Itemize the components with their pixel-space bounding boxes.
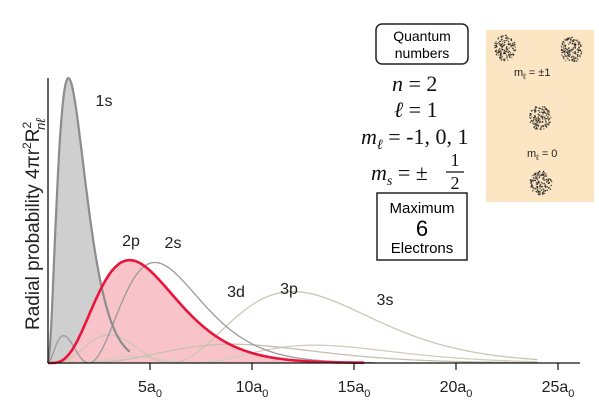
plot-area: 5a0 10a0 15a0 20a0 25a0 1s 2s 2p 3s 3p 3d — [46, 76, 580, 400]
curve-3s — [47, 344, 538, 364]
y-axis-label: Radial probability 4πr2R2nℓ — [20, 118, 48, 330]
x-tick-label-20: 20a0 — [440, 379, 473, 400]
quantum-numbers-line2: numbers — [395, 45, 449, 61]
curve-2s — [47, 261, 375, 364]
curve-2p — [47, 258, 365, 365]
area-2p — [48, 260, 365, 363]
curve-3p — [48, 290, 538, 364]
p-orbital-panel: mℓ = ±1 mℓ = 0 — [486, 30, 594, 202]
quantum-numbers-line1: Quantum — [393, 28, 451, 44]
eq-ms-denominator: 2 — [451, 173, 460, 193]
curve-3d — [48, 343, 538, 364]
quantum-numbers-box: Quantum numbers — [375, 23, 469, 65]
eq-n: n = 2 — [392, 71, 437, 96]
x-tick-label-15: 15a0 — [338, 379, 371, 400]
max-line3: Electrons — [391, 240, 454, 257]
ml-0-label: mℓ = 0 — [527, 148, 557, 162]
x-tick-label-25: 25a0 — [542, 379, 575, 400]
eq-l: ℓ = 1 — [394, 97, 438, 122]
series-label-1s: 1s — [96, 93, 113, 110]
quantum-equations: n = 2 ℓ = 1 mℓ = -1, 0, 1 ms = ± 1 2 — [361, 71, 468, 193]
curve-1s — [46, 76, 131, 364]
x-tick-label-5: 5a0 — [138, 379, 162, 400]
x-tick-label-10: 10a0 — [236, 379, 269, 400]
series-label-3d: 3d — [227, 284, 245, 301]
ml-pm1-label: mℓ = ±1 — [514, 67, 550, 81]
series-label-3p: 3p — [280, 281, 298, 298]
max-count: 6 — [416, 216, 428, 241]
p-orbital-lobes-image — [494, 34, 583, 196]
series-label-2p: 2p — [122, 233, 140, 250]
series-label-3s: 3s — [377, 292, 394, 309]
area-1s — [48, 78, 130, 363]
maximum-electrons-box: Maximum 6 Electrons — [376, 192, 468, 261]
eq-ms: ms = ± — [371, 160, 428, 189]
eq-ml: mℓ = -1, 0, 1 — [361, 124, 468, 153]
max-line1: Maximum — [389, 200, 454, 217]
eq-ms-numerator: 1 — [451, 150, 460, 170]
series-label-2s: 2s — [165, 235, 182, 252]
